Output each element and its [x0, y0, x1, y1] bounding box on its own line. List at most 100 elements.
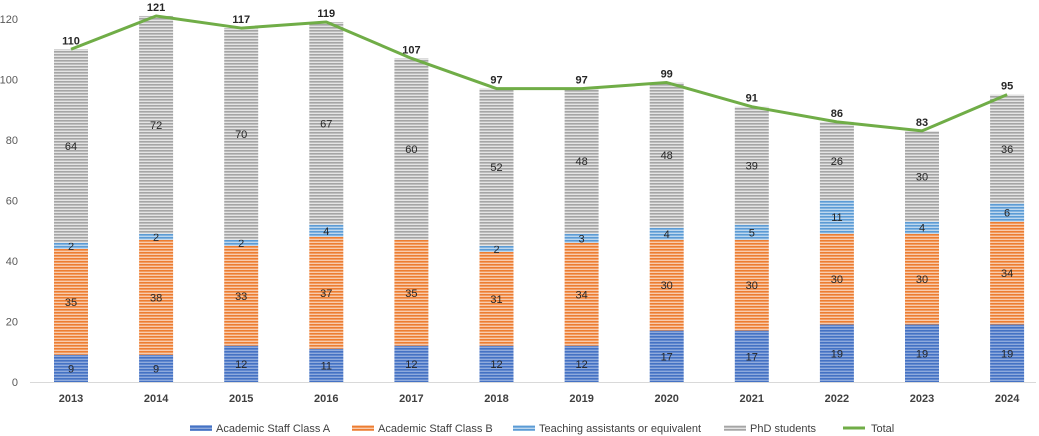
segment-value-label: 2	[153, 232, 159, 244]
x-tick-label: 2013	[59, 393, 83, 405]
legend-label: Academic Staff Class A	[216, 423, 331, 435]
segment-value-label: 4	[664, 229, 670, 241]
segment-value-label: 33	[235, 291, 247, 303]
segment-value-label: 11	[831, 212, 842, 224]
bar-segment	[394, 58, 429, 240]
x-tick-label: 2020	[654, 393, 678, 405]
bar-segment	[54, 354, 88, 382]
bar-segment	[479, 88, 514, 246]
segment-value-label: 5	[749, 227, 755, 239]
bar-segment	[139, 354, 174, 382]
total-value-label: 107	[402, 44, 420, 56]
bar-segment	[309, 348, 344, 382]
legend-swatch	[513, 425, 535, 431]
total-value-label: 119	[317, 8, 335, 20]
x-tick-label: 2016	[314, 393, 338, 405]
bar-segment	[990, 94, 1025, 204]
bar-segment	[479, 251, 514, 346]
segment-value-label: 17	[661, 351, 673, 363]
segment-value-label: 60	[405, 144, 417, 156]
bar-segment	[734, 330, 769, 382]
segment-value-label: 19	[831, 348, 843, 360]
bar-segment	[819, 200, 854, 234]
segment-value-label: 12	[575, 359, 587, 371]
bar-segment	[905, 324, 939, 382]
total-value-label: 110	[62, 35, 80, 47]
segment-value-label: 35	[405, 288, 417, 300]
segment-value-label: 64	[65, 141, 77, 153]
segment-value-label: 12	[490, 359, 502, 371]
segment-value-label: 9	[153, 363, 159, 375]
bar-segment	[990, 324, 1025, 382]
bar-segment	[309, 224, 344, 237]
bar-segment	[649, 239, 684, 331]
y-tick-label: 60	[6, 196, 18, 208]
y-tick-label: 40	[6, 256, 18, 268]
segment-value-label: 6	[1004, 208, 1010, 220]
segment-value-label: 52	[490, 162, 502, 174]
segment-value-label: 48	[575, 156, 587, 168]
total-value-label: 99	[661, 69, 673, 81]
segment-value-label: 3	[579, 233, 585, 245]
bar-segment	[905, 233, 939, 325]
legend-label: PhD students	[750, 423, 817, 435]
bar-segment	[819, 324, 854, 382]
segment-value-label: 34	[1001, 268, 1013, 280]
segment-value-label: 11	[321, 360, 332, 372]
segment-value-label: 48	[661, 150, 673, 162]
x-axis: 2013 2014 2015 2016 2017 2018 2019 2020 2021 2022…	[30, 382, 1036, 405]
x-tick-label: 2017	[399, 393, 423, 405]
x-tick-label: 2018	[484, 393, 508, 405]
segment-value-label: 36	[1001, 144, 1013, 156]
x-tick-label: 2021	[740, 393, 764, 405]
bar-segment	[564, 345, 599, 382]
bar-segment	[564, 88, 599, 234]
segment-value-label: 4	[323, 226, 329, 238]
segment-value-label: 4	[919, 223, 925, 235]
bar-segment	[819, 121, 854, 201]
y-axis: 0 20 40 60 80 100 120	[0, 14, 18, 389]
segment-value-label: 26	[831, 156, 843, 168]
bar-segment	[139, 15, 174, 234]
bar-segment	[564, 242, 599, 346]
segment-value-label: 2	[493, 244, 499, 256]
x-tick-label: 2024	[995, 393, 1020, 405]
total-value-label: 91	[746, 93, 758, 105]
segment-value-label: 12	[405, 359, 417, 371]
segment-value-label: 72	[150, 120, 162, 132]
bar-segment	[139, 239, 174, 355]
y-tick-label: 80	[6, 135, 18, 147]
segment-value-label: 17	[746, 351, 758, 363]
bar-segment	[224, 28, 259, 240]
segment-value-label: 19	[916, 348, 928, 360]
segment-value-label: 39	[746, 161, 758, 173]
bar-segment	[394, 345, 429, 382]
segment-value-label: 37	[320, 288, 332, 300]
legend-label: Teaching assistants or equivalent	[539, 423, 701, 435]
bar-segment	[734, 224, 769, 240]
legend-swatch	[352, 425, 374, 431]
x-tick-label: 2014	[144, 393, 169, 405]
legend-label: Academic Staff Class B	[378, 423, 493, 435]
x-tick-label: 2015	[229, 393, 253, 405]
segment-value-label: 19	[1001, 348, 1013, 360]
bar-segment	[649, 82, 684, 228]
total-value-label: 83	[916, 117, 928, 129]
bar-segment	[139, 233, 174, 240]
total-value-label: 97	[575, 75, 587, 87]
segment-value-label: 67	[320, 118, 332, 130]
bar-segment	[224, 345, 259, 382]
x-tick-label: 2019	[569, 393, 593, 405]
bar-segment	[649, 227, 684, 240]
bar-segment	[905, 221, 939, 234]
segment-value-label: 38	[150, 292, 162, 304]
segment-value-label: 30	[916, 171, 928, 183]
total-line-series: 110 121 117 119 107 97 97 99 91 86 83 95	[62, 2, 1013, 133]
bar-segment	[309, 22, 344, 225]
segment-value-label: 31	[490, 294, 502, 306]
bar-segment	[309, 236, 344, 349]
x-tick-label: 2022	[825, 393, 849, 405]
total-value-label: 86	[831, 108, 843, 120]
bar-segment	[905, 130, 939, 222]
bar-segment	[54, 49, 88, 243]
